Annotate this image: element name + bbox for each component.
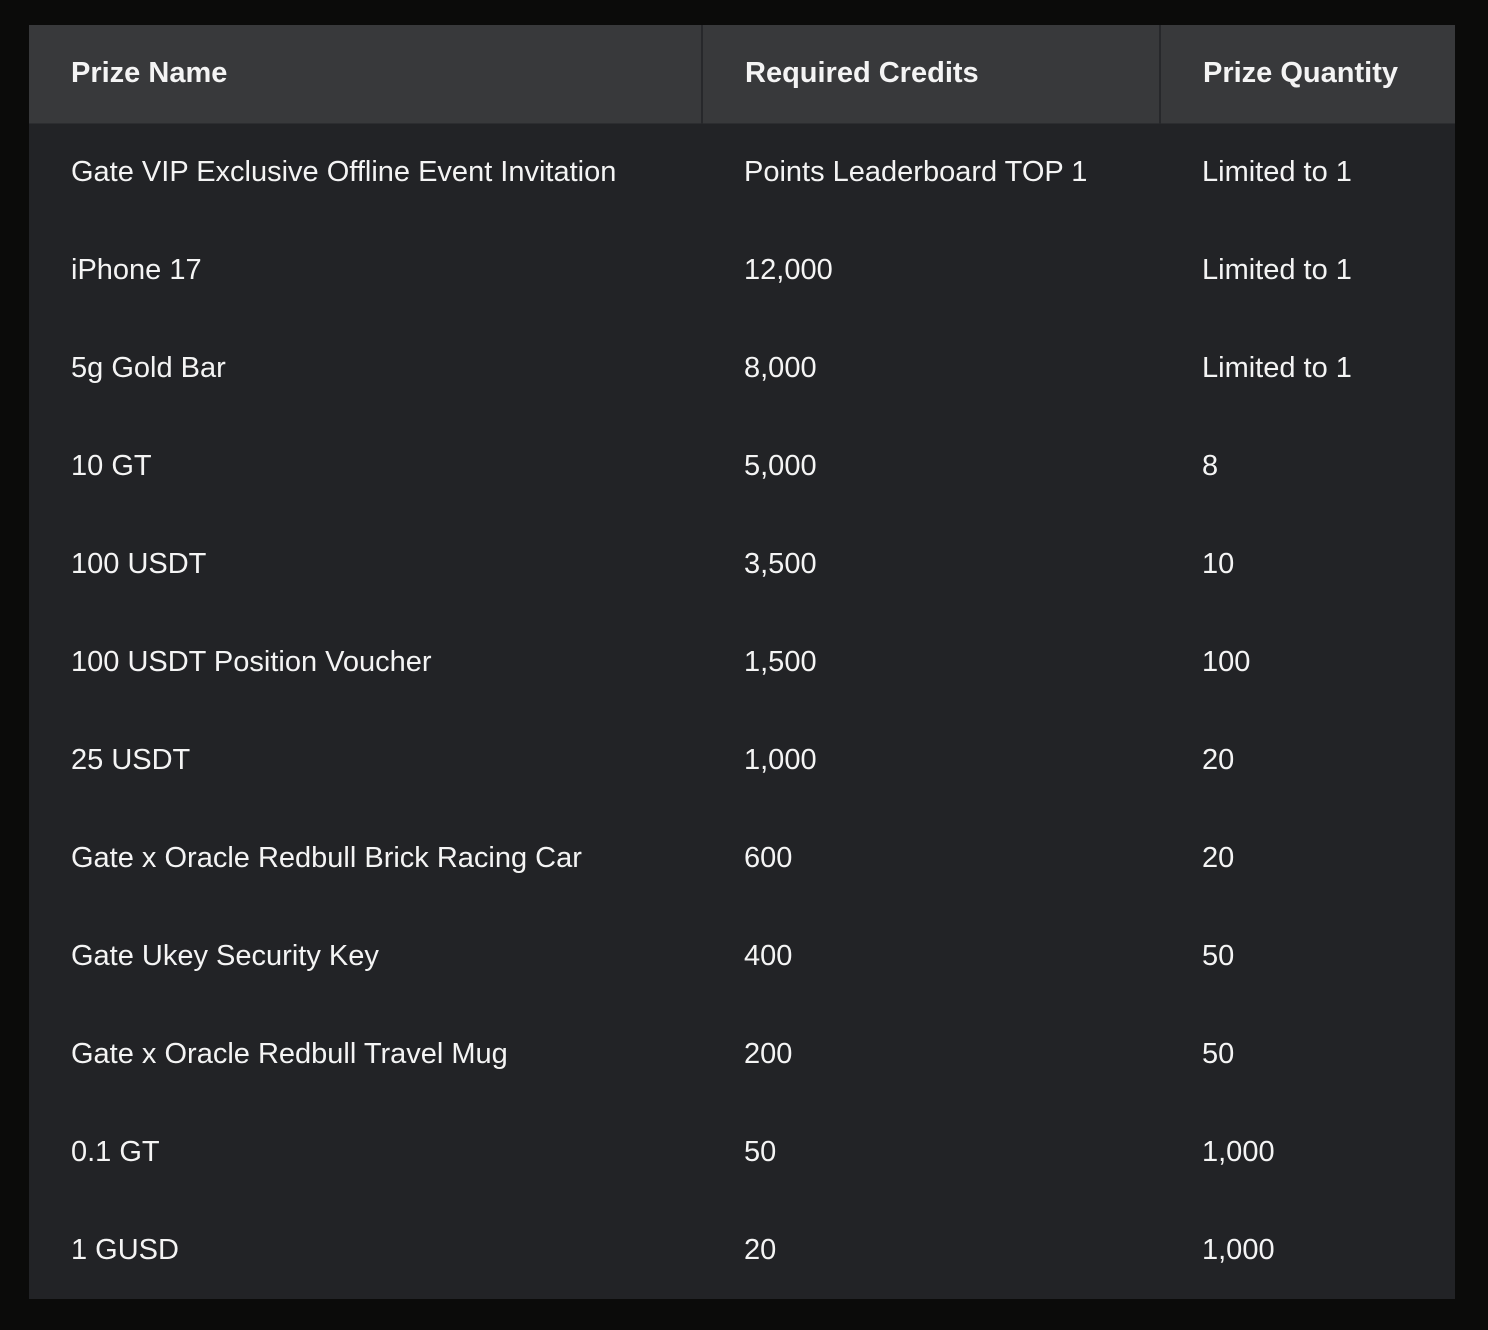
required-credits-cell: 50 xyxy=(744,1135,777,1168)
prize-quantity-cell: 20 xyxy=(1202,841,1235,874)
prize-quantity-cell: 50 xyxy=(1202,1037,1235,1070)
table-row: Gate x Oracle Redbull Travel Mug 200 50 xyxy=(29,1005,1455,1103)
prize-name-cell: 5g Gold Bar xyxy=(71,351,226,384)
header-prize-quantity: Prize Quantity xyxy=(1159,25,1455,124)
header-required-credits: Required Credits xyxy=(701,25,1160,124)
table-row: 100 USDT 3,500 10 xyxy=(29,515,1455,613)
required-credits-cell: 600 xyxy=(744,841,793,874)
required-credits-cell: 5,000 xyxy=(744,449,817,482)
prize-name-cell: Gate x Oracle Redbull Brick Racing Car xyxy=(71,841,582,874)
prize-name-cell: 100 USDT xyxy=(71,547,207,580)
required-credits-cell: 8,000 xyxy=(744,351,817,384)
required-credits-cell: 12,000 xyxy=(744,253,833,286)
table-header-row: Prize Name Required Credits Prize Quanti… xyxy=(29,25,1455,124)
table-row: 10 GT 5,000 8 xyxy=(29,417,1455,515)
table-row: Gate Ukey Security Key 400 50 xyxy=(29,907,1455,1005)
prize-name-cell: 0.1 GT xyxy=(71,1135,160,1168)
required-credits-cell: 20 xyxy=(744,1233,777,1266)
table-row: Gate x Oracle Redbull Brick Racing Car 60… xyxy=(29,809,1455,907)
required-credits-cell: 200 xyxy=(744,1037,793,1070)
table-row: 1 GUSD 20 1,000 xyxy=(29,1201,1455,1299)
prize-quantity-cell: 1,000 xyxy=(1202,1233,1275,1266)
table-row: 5g Gold Bar 8,000 Limited to 1 xyxy=(29,319,1455,417)
prize-quantity-cell: Limited to 1 xyxy=(1202,155,1352,188)
prize-quantity-cell: Limited to 1 xyxy=(1202,351,1352,384)
prize-name-cell: iPhone 17 xyxy=(71,253,202,286)
prize-quantity-cell: 8 xyxy=(1202,449,1219,482)
prize-name-cell: 100 USDT Position Voucher xyxy=(71,645,432,678)
required-credits-cell: 400 xyxy=(744,939,793,972)
prize-quantity-cell: 1,000 xyxy=(1202,1135,1275,1168)
table-row: 0.1 GT 50 1,000 xyxy=(29,1103,1455,1201)
required-credits-cell: 3,500 xyxy=(744,547,817,580)
prize-name-cell: 25 USDT xyxy=(71,743,191,776)
required-credits-cell: 1,500 xyxy=(744,645,817,678)
prize-quantity-cell: 100 xyxy=(1202,645,1251,678)
prize-name-cell: 10 GT xyxy=(71,449,152,482)
table-row: 25 USDT 1,000 20 xyxy=(29,711,1455,809)
prize-name-cell: Gate Ukey Security Key xyxy=(71,939,379,972)
required-credits-cell: 1,000 xyxy=(744,743,817,776)
prize-name-cell: 1 GUSD xyxy=(71,1233,179,1266)
required-credits-cell: Points Leaderboard TOP 1 xyxy=(744,155,1088,188)
table-row: iPhone 17 12,000 Limited to 1 xyxy=(29,221,1455,319)
table-row: Gate VIP Exclusive Offline Event Invitat… xyxy=(29,123,1455,221)
prize-quantity-cell: 10 xyxy=(1202,547,1235,580)
prize-name-cell: Gate x Oracle Redbull Travel Mug xyxy=(71,1037,508,1070)
table-row: 100 USDT Position Voucher 1,500 100 xyxy=(29,613,1455,711)
header-prize-name: Prize Name xyxy=(29,25,702,124)
prize-name-cell: Gate VIP Exclusive Offline Event Invitat… xyxy=(71,155,617,188)
prize-table: Prize Name Required Credits Prize Quanti… xyxy=(29,25,1455,1299)
prize-quantity-cell: 50 xyxy=(1202,939,1235,972)
prize-quantity-cell: Limited to 1 xyxy=(1202,253,1352,286)
prize-quantity-cell: 20 xyxy=(1202,743,1235,776)
